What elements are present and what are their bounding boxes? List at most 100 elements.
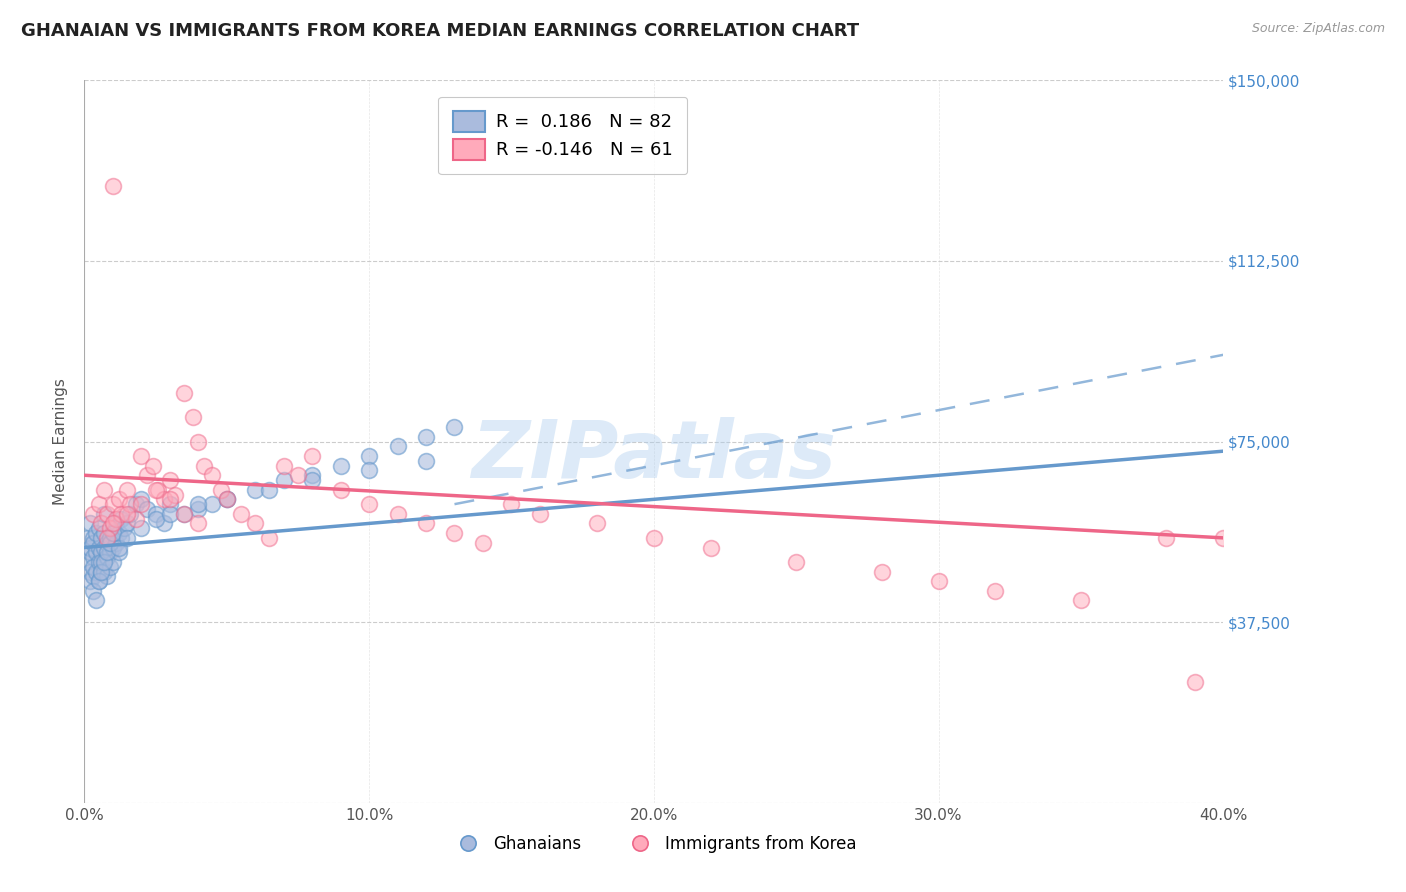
Point [104,535,127,549]
Point [96,569,118,583]
Point [115,483,138,497]
Point [165,487,187,501]
Point [101,497,124,511]
Point [90,565,112,579]
Point [359,463,381,477]
Point [136,502,159,516]
Point [90,555,112,569]
Point [131,449,153,463]
Point [1212,531,1234,545]
Point [273,458,295,473]
Point [96,550,118,565]
Point [131,521,153,535]
Point [187,516,209,531]
Point [529,507,551,521]
Point [928,574,950,589]
Point [110,507,132,521]
Text: ZIPatlas: ZIPatlas [471,417,837,495]
Point [101,521,124,535]
Point [98,531,121,545]
Point [79,516,101,531]
Point [87,541,110,555]
Point [107,526,129,541]
Point [76,531,98,545]
Point [136,468,159,483]
Point [301,468,323,483]
Point [359,449,381,463]
Point [96,535,118,549]
Point [82,559,104,574]
Point [1184,675,1206,690]
Point [209,483,232,497]
Point [145,511,167,525]
Point [1156,531,1178,545]
Point [112,521,135,535]
Point [387,439,409,453]
Point [107,541,129,555]
Point [415,454,437,468]
Point [215,492,238,507]
Point [201,468,224,483]
Point [79,574,101,589]
Point [79,545,101,559]
Point [87,521,110,535]
Point [173,507,195,521]
Point [101,516,124,531]
Point [96,507,118,521]
Point [215,492,238,507]
Point [159,473,181,487]
Point [142,458,165,473]
Point [387,507,409,521]
Point [273,473,295,487]
Point [700,541,723,555]
Point [93,541,115,555]
Point [87,497,110,511]
Point [501,497,523,511]
Point [110,531,132,545]
Point [93,555,115,569]
Point [245,483,267,497]
Point [101,555,124,569]
Text: Source: ZipAtlas.com: Source: ZipAtlas.com [1251,22,1385,36]
Point [259,483,281,497]
Point [93,507,115,521]
Point [104,516,127,531]
Point [107,545,129,559]
Point [82,531,104,545]
Point [87,555,110,569]
Point [124,497,146,511]
Point [98,535,121,549]
Point [259,531,281,545]
Legend: Ghanaians, Immigrants from Korea: Ghanaians, Immigrants from Korea [444,828,863,860]
Point [287,468,309,483]
Point [215,492,238,507]
Point [118,507,141,521]
Point [101,541,124,555]
Point [93,565,115,579]
Point [84,593,107,607]
Point [131,492,153,507]
Point [329,483,352,497]
Point [96,545,118,559]
Y-axis label: Median Earnings: Median Earnings [53,378,69,505]
Point [870,565,893,579]
Point [82,569,104,583]
Point [96,531,118,545]
Point [301,473,323,487]
Point [107,492,129,507]
Point [159,507,181,521]
Point [90,531,112,545]
Point [187,497,209,511]
Point [87,574,110,589]
Point [229,507,252,521]
Point [201,497,224,511]
Point [115,507,138,521]
Point [443,420,465,434]
Point [76,555,98,569]
Point [359,497,381,511]
Point [181,410,204,425]
Point [785,555,807,569]
Point [82,507,104,521]
Point [104,511,127,525]
Point [145,507,167,521]
